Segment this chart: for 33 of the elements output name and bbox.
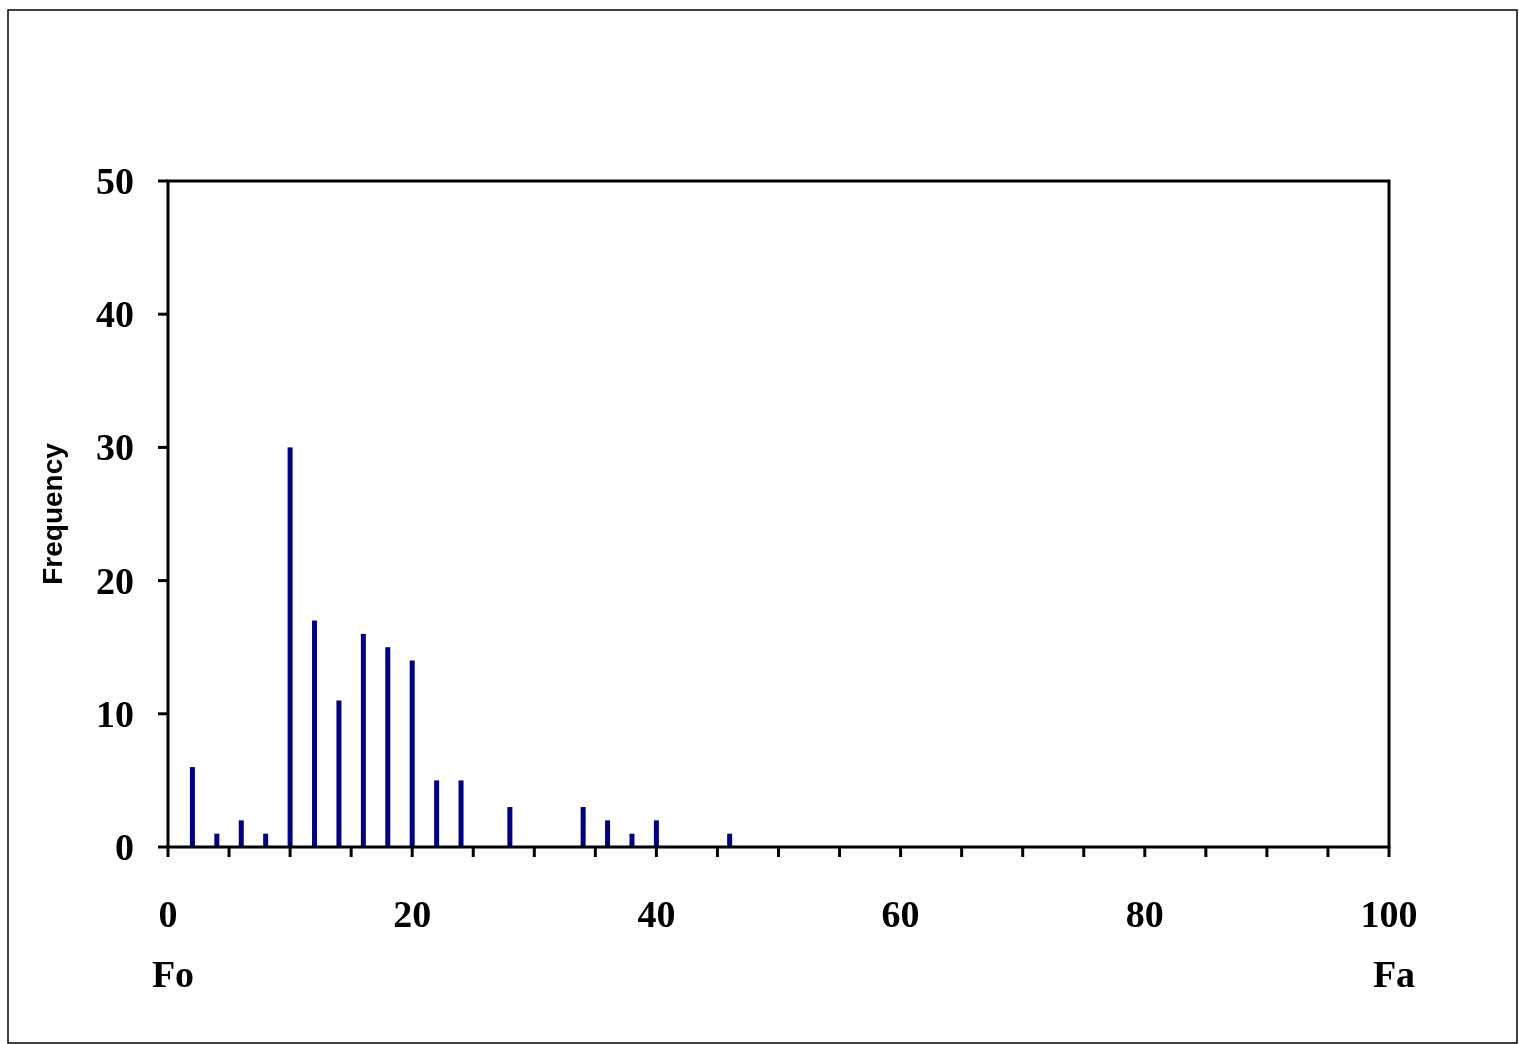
bar <box>360 633 366 847</box>
bar <box>189 767 195 847</box>
bar <box>507 807 513 847</box>
bar <box>727 833 733 847</box>
bar <box>238 820 244 847</box>
bar <box>434 780 440 847</box>
text: Fo <box>151 953 195 995</box>
x-tick-label: 40 <box>637 893 676 935</box>
bar <box>385 647 391 847</box>
bar <box>605 820 611 847</box>
bar <box>312 620 318 847</box>
x-tick-label: 20 <box>393 893 432 935</box>
y-tick-label: 30 <box>96 426 134 469</box>
bar <box>458 780 464 847</box>
y-tick-label: 40 <box>96 293 134 336</box>
bar <box>629 833 635 847</box>
x-tick-label: 80 <box>1125 893 1164 935</box>
bar <box>409 660 415 847</box>
x-tick-label: 60 <box>881 893 920 935</box>
y-tick-label: 50 <box>96 160 134 202</box>
bar <box>653 820 659 847</box>
y-tick-label: 20 <box>96 559 134 602</box>
bar <box>336 700 342 847</box>
bar <box>580 807 586 847</box>
x-tick-label: 0 <box>158 893 178 935</box>
text: Fa <box>1372 953 1416 995</box>
y-tick-label: 0 <box>115 826 134 868</box>
bar <box>263 833 269 847</box>
x-tick-label: 100 <box>1360 893 1418 935</box>
bar <box>214 833 220 847</box>
y-axis-title: Frequency <box>37 442 68 585</box>
bar <box>287 447 293 847</box>
y-tick-label: 10 <box>96 692 134 735</box>
